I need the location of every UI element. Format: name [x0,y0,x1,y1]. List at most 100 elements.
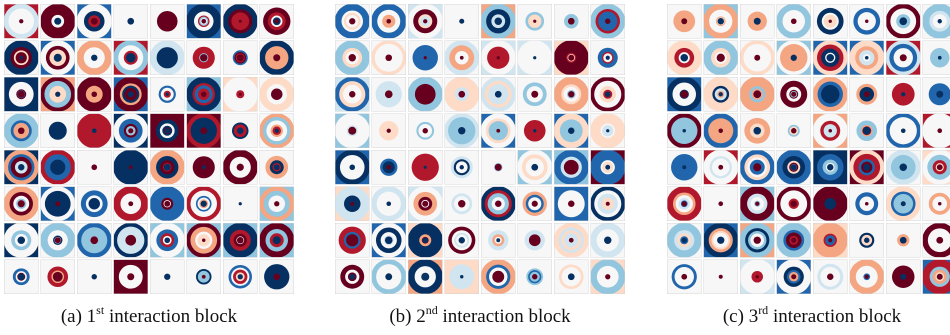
caption-c: (c) 3rd interaction block [666,304,950,328]
filter-cell [150,4,185,39]
filter-cell [40,4,75,39]
filter-cell [740,259,775,294]
filter-cell [40,113,75,148]
filter-cell [113,113,148,148]
filter-cell [667,150,702,185]
filter-cell [371,4,406,39]
filter-cell [223,4,258,39]
filter-cell [813,113,848,148]
filter-cell [517,150,552,185]
filter-cell [590,150,625,185]
filter-cell [77,113,112,148]
filter-cell [371,259,406,294]
filter-cell [703,40,738,75]
caption-ordinal: 1 [86,306,97,327]
filter-cell [554,259,589,294]
filter-cell [776,186,811,221]
filter-cell [335,259,370,294]
filter-cell [703,186,738,221]
filter-cell [776,223,811,258]
filter-cell [4,4,39,39]
filter-cell [590,259,625,294]
filter-cell [444,150,479,185]
filter-cell [703,259,738,294]
filter-cell [113,77,148,112]
filter-cell [444,186,479,221]
filter-cell [849,40,884,75]
filter-grid-panel-b [334,3,626,295]
filter-cell [77,4,112,39]
filter-cell [922,223,950,258]
filter-cell [849,186,884,221]
filter-cell [444,4,479,39]
filter-cell [223,150,258,185]
filter-cell [223,223,258,258]
filter-cell [667,186,702,221]
filter-cell [849,150,884,185]
filter-cell [481,40,516,75]
filter-cell [590,113,625,148]
filter-cell [150,40,185,75]
filter-cell [554,223,589,258]
filter-cell [113,186,148,221]
caption-text: interaction block [772,306,902,327]
filter-cell [371,223,406,258]
filter-cell [408,4,443,39]
filter-cell [667,77,702,112]
filter-cell [4,40,39,75]
filter-grid-panel-a [3,3,295,295]
filter-cell [40,40,75,75]
filter-cell [740,113,775,148]
filter-cell [4,113,39,148]
filter-cell [849,113,884,148]
filter-cell [77,150,112,185]
filter-cell [335,4,370,39]
filter-cell [922,186,950,221]
filter-cell [703,223,738,258]
filter-cell [371,150,406,185]
filter-cell [40,223,75,258]
filter-cell [335,40,370,75]
filter-cell [186,259,221,294]
filter-cell [813,259,848,294]
filter-cell [4,150,39,185]
filter-cell [554,150,589,185]
filter-cell [481,259,516,294]
filter-cell [776,150,811,185]
filter-cell [186,4,221,39]
filter-cell [113,259,148,294]
filter-cell [740,4,775,39]
filter-cell [776,40,811,75]
filter-cell [554,4,589,39]
filter-cell [590,40,625,75]
filter-cell [849,77,884,112]
filter-cell [408,113,443,148]
filter-cell [849,259,884,294]
filter-cell [444,113,479,148]
filter-cell [150,77,185,112]
filter-cell [517,4,552,39]
filter-cell [517,77,552,112]
filter-cell [481,4,516,39]
filter-cell [40,186,75,221]
filter-cell [4,186,39,221]
filter-cell [223,77,258,112]
filter-cell [4,223,39,258]
filter-cell [740,150,775,185]
filter-cell [517,259,552,294]
filter-cell [259,150,294,185]
caption-ordinal: 2 [416,306,426,327]
filter-cell [335,113,370,148]
filter-cell [40,150,75,185]
filter-cell [259,77,294,112]
filter-cell [4,259,39,294]
filter-cell [922,40,950,75]
filter-cell [554,40,589,75]
filter-cell [408,186,443,221]
filter-cell [922,4,950,39]
filter-cell [259,186,294,221]
filter-cell [77,186,112,221]
filter-cell [371,40,406,75]
filter-cell [40,259,75,294]
filter-cell [408,259,443,294]
